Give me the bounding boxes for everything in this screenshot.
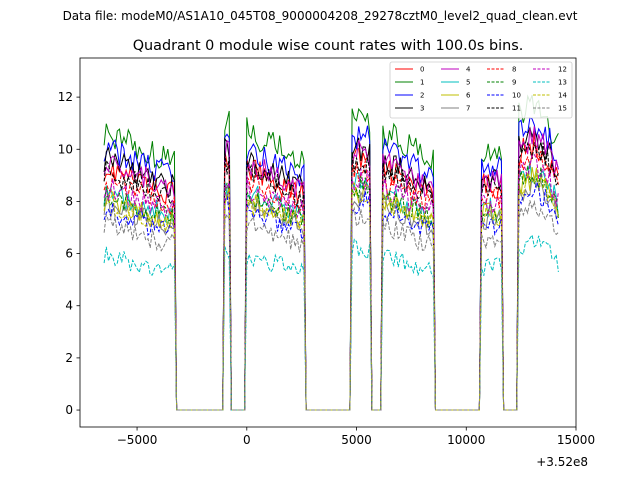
data-file-label: Data file: modeM0/AS1A10_045T08_90000042… — [63, 9, 578, 23]
legend-label-13: 13 — [558, 79, 567, 87]
legend-label-12: 12 — [558, 66, 567, 74]
legend-label-14: 14 — [558, 92, 567, 100]
legend-label-15: 15 — [558, 105, 567, 113]
legend-label-6: 6 — [466, 92, 471, 100]
x-tick-label: 0 — [243, 433, 251, 447]
x-tick-label: −5000 — [117, 433, 158, 447]
legend-box — [390, 62, 572, 118]
y-tick-label: 10 — [58, 142, 73, 156]
legend-label-8: 8 — [512, 66, 516, 74]
y-tick-label: 6 — [65, 247, 73, 261]
y-tick-label: 8 — [65, 194, 73, 208]
y-tick-label: 4 — [65, 299, 73, 313]
x-offset-label: +3.52e8 — [536, 455, 588, 469]
legend-label-7: 7 — [466, 105, 470, 113]
figure: Data file: modeM0/AS1A10_045T08_90000042… — [0, 0, 640, 480]
y-tick-label: 0 — [65, 403, 73, 417]
y-tick-label: 12 — [58, 90, 73, 104]
legend-label-9: 9 — [512, 79, 516, 87]
chart-title: Quadrant 0 module wise count rates with … — [133, 38, 524, 54]
legend-label-1: 1 — [420, 79, 424, 87]
x-tick-label: 10000 — [447, 433, 485, 447]
legend-label-2: 2 — [420, 92, 424, 100]
y-tick-label: 2 — [65, 351, 73, 365]
x-tick-label: 5000 — [341, 433, 372, 447]
legend-label-11: 11 — [512, 105, 521, 113]
legend-label-4: 4 — [466, 66, 471, 74]
legend-label-5: 5 — [466, 79, 470, 87]
legend-label-3: 3 — [420, 105, 424, 113]
legend-label-10: 10 — [512, 92, 521, 100]
x-tick-label: 15000 — [557, 433, 595, 447]
legend-label-0: 0 — [420, 66, 424, 74]
